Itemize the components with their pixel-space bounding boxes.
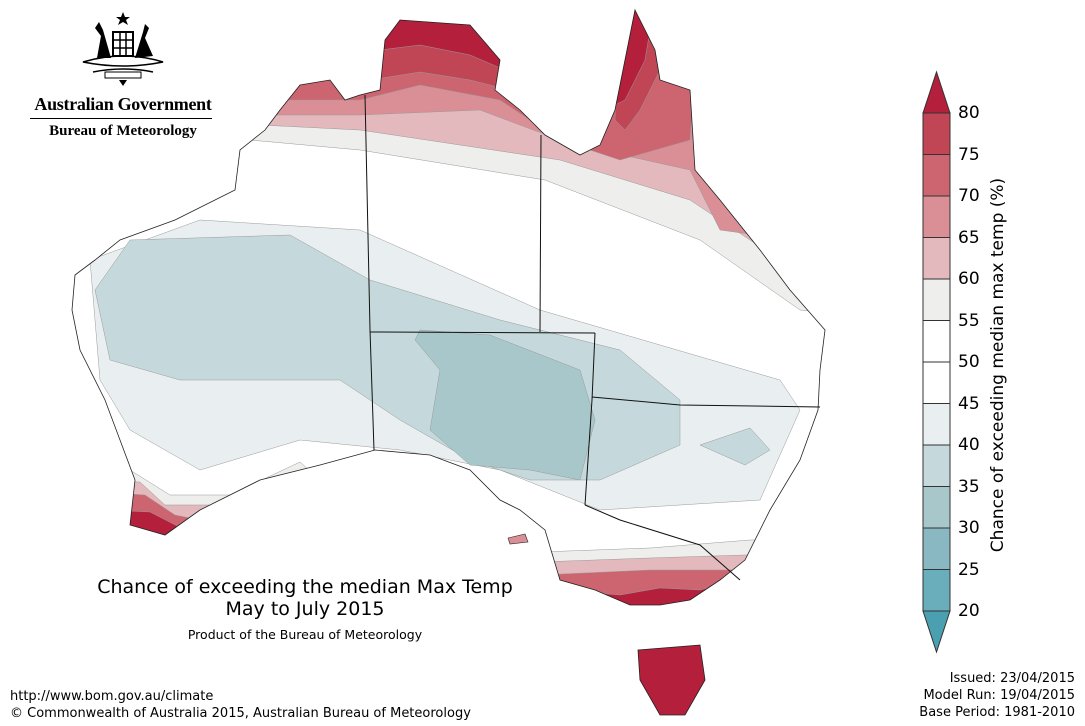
colorbar-segment (922, 444, 951, 487)
tasmania (637, 644, 706, 716)
footer-right: Issued: 23/04/2015 Model Run: 19/04/2015… (919, 670, 1075, 721)
model-run-date: Model Run: 19/04/2015 (923, 688, 1075, 703)
map-product: Product of the Bureau of Meteorology (187, 627, 423, 642)
colorbar-tick-label: 65 (958, 227, 980, 248)
agency-label: Bureau of Meteorology (49, 123, 197, 139)
colorbar-tick-label: 25 (958, 559, 980, 580)
colorbar-tick-label: 35 (958, 476, 980, 497)
colorbar-tick-label: 60 (958, 269, 980, 289)
colorbar-title: Chance of exceeding median max temp (%) (988, 177, 1008, 553)
colorbar-segment (922, 403, 951, 446)
colorbar-tick-label: 30 (958, 518, 980, 538)
footer-left: http://www.bom.gov.au/climate © Commonwe… (10, 688, 471, 722)
kangaroo-island (507, 533, 529, 545)
colorbar (922, 70, 951, 654)
map-period: May to July 2015 (225, 598, 385, 620)
bom-logo: Australian Government Bureau of Meteorol… (28, 10, 218, 140)
colorbar-under-arrow (922, 610, 951, 654)
band-30-35 (414, 329, 596, 481)
colorbar-tick-label: 50 (958, 352, 980, 372)
colorbar-tick-label: 55 (958, 310, 980, 331)
logo-divider (30, 118, 212, 119)
colorbar-over-arrow (922, 70, 951, 114)
state-borders (364, 94, 821, 581)
colorbar-tick-label: 75 (958, 144, 980, 165)
bom-url-link[interactable]: http://www.bom.gov.au/climate (10, 689, 214, 704)
colorbar-segment (922, 486, 951, 529)
colorbar-tick-label: 80 (958, 103, 980, 123)
colorbar-segment (922, 112, 951, 155)
colorbar-segment (922, 154, 951, 197)
copyright: © Commonwealth of Australia 2015, Austra… (10, 706, 471, 721)
colorbar-tick-label: 45 (958, 393, 980, 414)
government-label: Australian Government (34, 94, 212, 114)
coat-of-arms-icon (82, 12, 164, 86)
colorbar-segment (922, 195, 951, 238)
base-period: Base Period: 1981-2010 (919, 705, 1075, 720)
colorbar-segment (922, 527, 951, 570)
colorbar-segment (922, 569, 951, 612)
colorbar-segment (922, 237, 951, 280)
issued-date: Issued: 23/04/2015 (949, 671, 1075, 686)
colorbar-segment (922, 361, 951, 404)
colorbar-tick-label: 40 (958, 435, 980, 455)
map-title: Chance of exceeding the median Max Temp (97, 576, 513, 598)
colorbar-segment (922, 320, 951, 363)
colorbar-tick-label: 70 (958, 186, 980, 206)
colorbar-tick-label: 20 (958, 601, 980, 621)
colorbar-segment (922, 278, 951, 321)
